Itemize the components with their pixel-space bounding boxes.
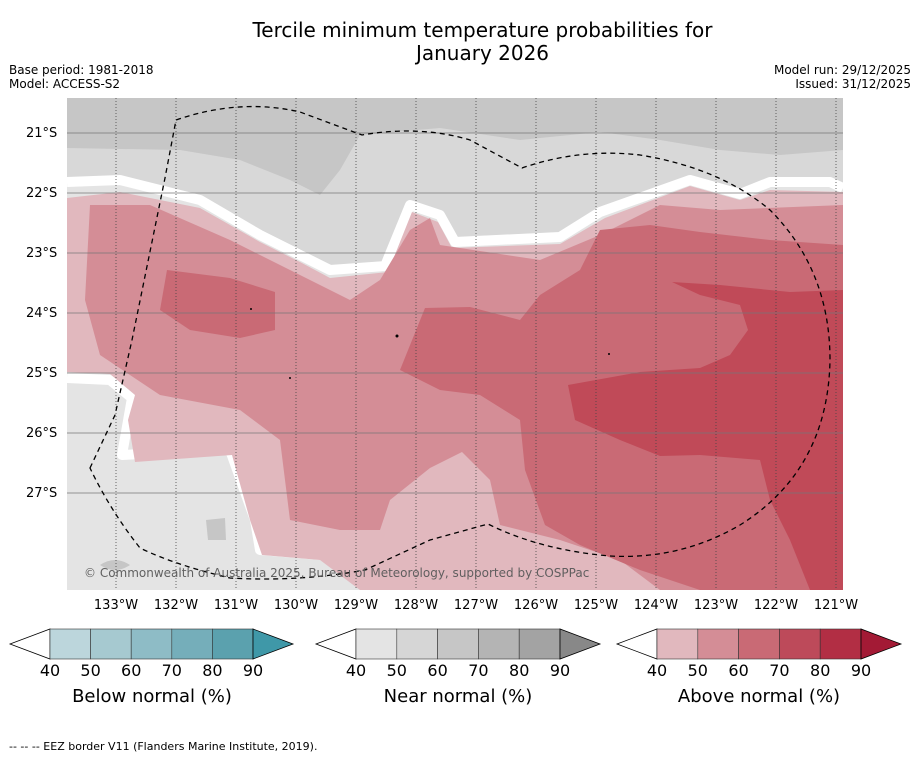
- lat-label-23s: 23°S: [26, 246, 58, 261]
- lon-label-122w: 122°W: [753, 598, 799, 613]
- colorbar-title-above-normal: Above normal (%): [677, 686, 841, 707]
- above-normal-70-region: [568, 282, 843, 590]
- colorbar-tick-label: 90: [549, 661, 571, 680]
- white-boundary-line: [67, 175, 843, 275]
- colorbar-tick-label: 70: [769, 661, 790, 680]
- colorbar-swatch: [738, 628, 780, 660]
- colorbar-swatch: [90, 628, 132, 660]
- colorbar-tick-label: 60: [121, 661, 142, 680]
- colorbar-tick-label: 80: [810, 661, 831, 680]
- colorbar-extend-low: [8, 628, 51, 660]
- lon-label-126w: 126°W: [513, 598, 559, 613]
- colorbar-tick-label: 90: [850, 661, 872, 680]
- info-left: Base period: 1981-2018 Model: ACCESS-S2: [9, 63, 154, 91]
- lon-label-132w: 132°W: [153, 598, 199, 613]
- colorbar-swatch: [212, 628, 254, 660]
- colorbar-extend-high: [559, 628, 602, 660]
- eez-border-line: [89, 105, 831, 580]
- colorbar-tick-label: 60: [427, 661, 448, 680]
- colorbar-tick-label: 80: [509, 661, 530, 680]
- lat-label-26s: 26°S: [26, 426, 58, 441]
- lon-label-124w: 124°W: [633, 598, 679, 613]
- colorbar-tick-label: 70: [161, 661, 182, 680]
- colorbar-tick-label: 50: [687, 661, 708, 680]
- eez-footnote: -- -- -- EEZ border V11 (Flanders Marine…: [9, 740, 318, 753]
- lon-label-133w: 133°W: [93, 598, 139, 613]
- colorbar-tick-label: 40: [345, 661, 367, 680]
- issued-date: Issued: 31/12/2025: [795, 77, 911, 91]
- colorbar-tick-label: 50: [386, 661, 407, 680]
- lon-label-130w: 130°W: [273, 598, 319, 613]
- model-run: Model run: 29/12/2025: [773, 63, 911, 77]
- colorbar-swatch: [396, 628, 438, 660]
- model-name: Model: ACCESS-S2: [9, 77, 121, 91]
- lat-label-22s: 22°S: [26, 186, 58, 201]
- base-period: Base period: 1981-2018: [9, 63, 154, 77]
- graticule-lines: [67, 98, 843, 590]
- island-markers: [250, 308, 610, 379]
- colorbar-swatch: [656, 628, 699, 660]
- probability-map: [67, 98, 843, 590]
- colorbar-swatch: [779, 628, 821, 660]
- colorbar-extend-low: [615, 628, 658, 660]
- colorbar-extend-high: [252, 628, 295, 660]
- above-normal-60-region: [160, 270, 275, 338]
- lat-label-27s: 27°S: [26, 486, 58, 501]
- lon-label-127w: 127°W: [453, 598, 499, 613]
- colorbar-shapes: [8, 628, 903, 660]
- colorbar-tick-label: 40: [39, 661, 61, 680]
- lat-label-24s: 24°S: [26, 306, 58, 321]
- near-normal-60-region: [206, 518, 226, 540]
- colorbar-swatch: [355, 628, 398, 660]
- colorbar-title-near-normal: Near normal (%): [383, 686, 533, 707]
- lon-label-128w: 128°W: [393, 598, 439, 613]
- colorbar-tick-label: 60: [728, 661, 749, 680]
- colorbar-swatch: [171, 628, 213, 660]
- lon-label-129w: 129°W: [333, 598, 379, 613]
- lon-label-125w: 125°W: [573, 598, 619, 613]
- lon-label-121w: 121°W: [813, 598, 859, 613]
- colorbar-swatch: [478, 628, 520, 660]
- colorbar-swatch: [437, 628, 479, 660]
- lon-label-123w: 123°W: [693, 598, 739, 613]
- colorbar-swatch: [130, 628, 173, 660]
- info-right: Model run: 29/12/2025 Issued: 31/12/2025: [774, 63, 911, 91]
- lat-label-21s: 21°S: [26, 126, 58, 141]
- map-attribution: © Commonwealth of Australia 2025, Bureau…: [84, 566, 590, 580]
- colorbar-tick-label: 40: [646, 661, 668, 680]
- near-normal-60-region: [67, 98, 843, 195]
- colorbar-swatch: [49, 628, 91, 660]
- colorbar-tick-label: 80: [202, 661, 223, 680]
- map-title: Tercile minimum temperature probabilitie…: [0, 19, 919, 65]
- colorbar-title-below-normal: Below normal (%): [72, 686, 232, 707]
- colorbar-swatch: [518, 628, 561, 660]
- lat-label-25s: 25°S: [26, 366, 58, 381]
- colorbar-swatch: [697, 628, 739, 660]
- title-line-2: January 2026: [415, 41, 550, 65]
- colorbar-swatch: [819, 628, 862, 660]
- colorbar-extend-low: [314, 628, 357, 660]
- colorbar-extend-high: [860, 628, 903, 660]
- lon-label-131w: 131°W: [213, 598, 259, 613]
- colorbar-tick-label: 50: [80, 661, 101, 680]
- near-normal-60-region: [100, 560, 130, 570]
- colorbar-tick-label: 70: [468, 661, 489, 680]
- title-line-1: Tercile minimum temperature probabilitie…: [252, 18, 713, 42]
- colorbar-tick-label: 90: [242, 661, 264, 680]
